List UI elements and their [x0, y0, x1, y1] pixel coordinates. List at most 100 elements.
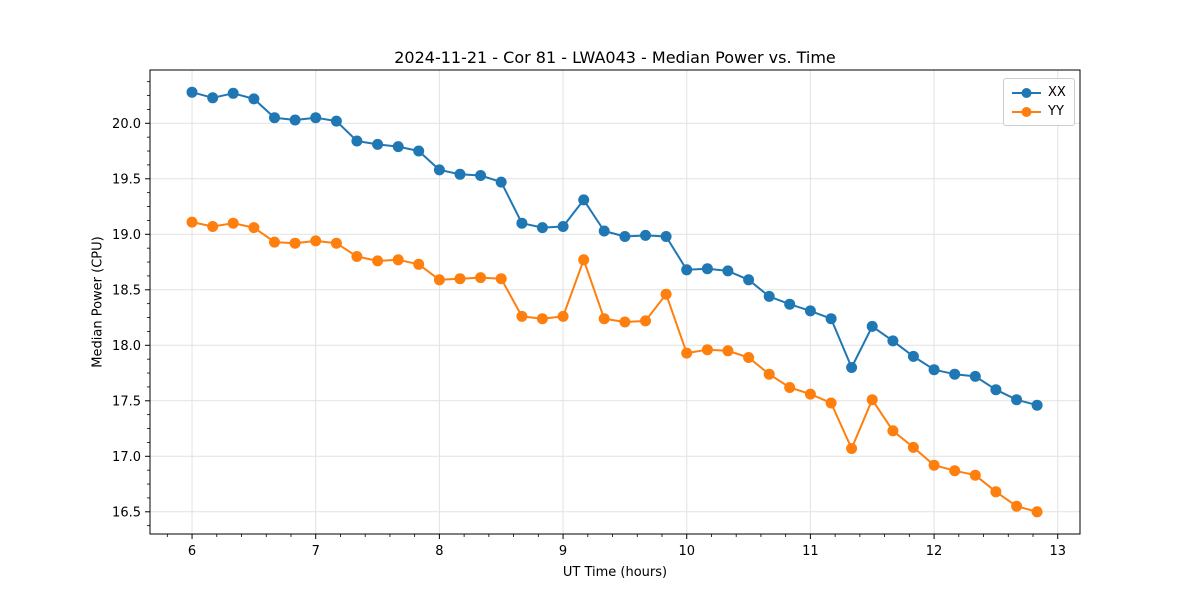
data-point-xx [928, 364, 940, 376]
data-point-yy [289, 237, 301, 249]
data-point-yy [660, 288, 672, 300]
x-tick-label: 6 [188, 544, 196, 559]
data-point-yy [269, 236, 280, 248]
x-tick-label: 13 [1049, 544, 1066, 559]
data-point-xx [990, 384, 1002, 396]
data-point-yy [763, 368, 775, 380]
data-point-yy [186, 216, 198, 228]
data-point-yy [804, 388, 816, 400]
x-tick-label: 12 [926, 544, 943, 559]
data-point-yy [516, 310, 528, 322]
data-point-yy [248, 222, 260, 234]
data-point-yy [454, 273, 466, 285]
data-point-xx [846, 362, 858, 373]
data-point-yy [433, 274, 445, 286]
data-point-yy [846, 443, 858, 454]
data-point-xx [784, 298, 796, 310]
data-point-yy [701, 344, 713, 356]
legend-marker-icon [1021, 87, 1032, 98]
data-point-yy [207, 221, 219, 232]
data-point-yy [578, 254, 590, 266]
legend-item-xx: XX [1012, 83, 1066, 102]
data-point-yy [887, 425, 899, 437]
data-point-xx [763, 290, 775, 302]
data-point-yy [1011, 500, 1023, 512]
x-tick-label: 7 [312, 544, 320, 559]
y-tick-label: 18.5 [112, 283, 141, 298]
data-point-xx [681, 264, 693, 276]
data-point-xx [969, 370, 981, 382]
data-point-yy [784, 382, 796, 393]
data-point-yy [681, 347, 693, 359]
plot-border [149, 69, 1081, 535]
data-point-xx [1031, 399, 1043, 411]
data-point-xx [619, 231, 631, 242]
x-tick-label: 11 [802, 544, 819, 559]
data-point-xx [413, 145, 425, 157]
data-point-xx [248, 93, 260, 105]
data-point-yy [227, 217, 239, 229]
y-tick-label: 18.0 [112, 339, 141, 354]
legend-label-yy: YY [1048, 104, 1064, 119]
y-tick-label: 17.5 [112, 394, 141, 409]
legend-marker-icon [1021, 106, 1032, 117]
data-point-yy [372, 255, 384, 267]
data-point-yy [392, 254, 404, 266]
data-point-xx [536, 222, 548, 234]
data-point-yy [536, 313, 548, 325]
data-point-xx [495, 176, 507, 188]
x-axis-label: UT Time (hours) [562, 565, 668, 580]
data-point-xx [1011, 394, 1023, 406]
data-point-xx [289, 114, 301, 126]
data-point-yy [351, 251, 363, 262]
data-point-xx [454, 168, 466, 180]
data-point-yy [598, 313, 610, 325]
data-point-xx [887, 335, 899, 347]
data-point-xx [804, 305, 816, 317]
data-point-xx [949, 368, 961, 380]
x-tick-label: 9 [559, 544, 567, 559]
legend-swatch-yy [1012, 106, 1041, 117]
x-tick-label: 8 [435, 544, 443, 559]
data-point-yy [557, 310, 569, 322]
y-tick-label: 19.0 [112, 228, 141, 243]
legend-swatch-xx [1012, 87, 1041, 98]
data-point-xx [351, 135, 363, 147]
data-point-xx [557, 221, 569, 232]
x-tick-label: 10 [678, 544, 695, 559]
data-point-yy [619, 316, 631, 328]
data-point-yy [969, 469, 981, 481]
legend: XX YY [1003, 78, 1075, 126]
y-tick-label: 20.0 [112, 117, 141, 132]
data-point-yy [310, 235, 322, 247]
data-point-yy [330, 237, 342, 249]
data-point-xx [269, 112, 280, 124]
legend-label-xx: XX [1048, 85, 1066, 100]
data-point-xx [825, 313, 837, 325]
data-point-xx [372, 138, 384, 150]
data-point-yy [475, 272, 487, 284]
data-point-yy [928, 459, 940, 471]
data-point-yy [825, 397, 837, 409]
legend-item-yy: YY [1012, 102, 1066, 121]
data-point-yy [866, 394, 878, 406]
chart-title: 2024-11-21 - Cor 81 - LWA043 - Median Po… [394, 48, 836, 67]
data-point-yy [743, 352, 755, 363]
data-point-xx [433, 164, 445, 176]
data-point-xx [907, 350, 919, 362]
data-point-xx [640, 229, 651, 241]
data-point-yy [413, 258, 425, 270]
data-point-xx [722, 265, 734, 277]
y-tick-label: 16.5 [112, 505, 141, 520]
data-point-xx [475, 170, 487, 181]
data-point-yy [949, 465, 961, 477]
y-tick-label: 19.5 [112, 172, 141, 187]
data-point-yy [722, 345, 734, 357]
y-tick-label: 17.0 [112, 450, 141, 465]
data-point-yy [495, 273, 507, 285]
data-point-xx [743, 274, 755, 286]
data-point-xx [330, 115, 342, 127]
data-point-xx [227, 87, 239, 99]
